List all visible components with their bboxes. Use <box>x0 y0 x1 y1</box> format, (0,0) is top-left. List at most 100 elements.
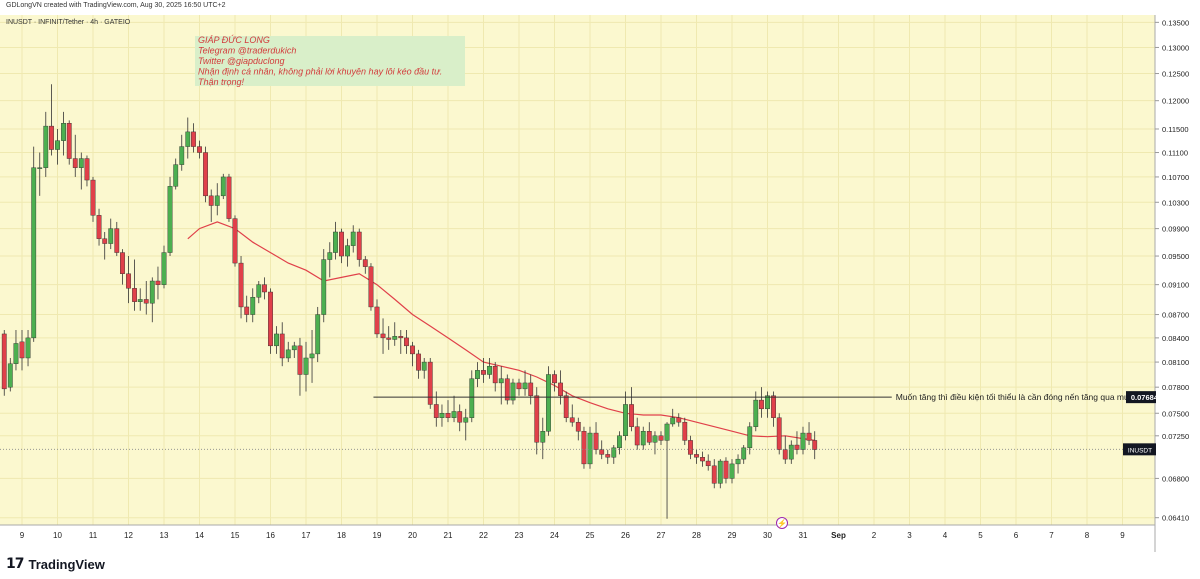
time-tick-label: 3 <box>907 531 912 540</box>
candle-body <box>339 231 344 257</box>
flash-icon[interactable]: ⚡ <box>776 517 788 529</box>
candle-body <box>552 374 557 384</box>
footer: 17 TradingView <box>0 552 1200 579</box>
price-tick-label: 0.12500 <box>1162 70 1189 79</box>
candle-body <box>463 417 469 423</box>
chart-area[interactable]: INUSDT · INFINIT/Tether · 4h · GATEIO GI… <box>0 15 1200 552</box>
candle-body <box>13 343 19 364</box>
bullish-candle <box>753 391 759 432</box>
bullish-candle <box>250 288 256 323</box>
candle-body <box>1 333 7 390</box>
bullish-candle <box>522 370 528 396</box>
bearish-candle <box>782 435 788 464</box>
time-tick-label: 15 <box>231 531 240 540</box>
candle-body <box>31 167 37 339</box>
bearish-candle <box>563 391 569 423</box>
bearish-candle <box>516 378 522 396</box>
candle-body <box>78 158 84 168</box>
bearish-candle <box>599 440 605 460</box>
bullish-candle <box>475 362 480 388</box>
bullish-candle <box>469 370 475 423</box>
time-tick-label: 10 <box>53 531 62 540</box>
candle-body <box>208 195 214 206</box>
bearish-candle <box>102 231 108 260</box>
candle-body <box>321 259 327 315</box>
candle-body <box>421 361 427 371</box>
candle-body <box>126 273 131 289</box>
price-tick-label: 0.09900 <box>1162 225 1189 234</box>
bullish-candle <box>611 445 617 464</box>
candle-body <box>688 440 693 455</box>
bullish-candle <box>421 357 427 379</box>
candle-body <box>309 353 315 359</box>
bearish-candle <box>694 449 699 464</box>
time-tick-label: 31 <box>799 531 808 540</box>
bullish-candle <box>717 459 723 489</box>
symbol-tag: INUSDT <box>1128 447 1152 454</box>
bearish-candle <box>191 123 196 153</box>
chart-author-caption: GDLongVN created with TradingView.com, A… <box>6 2 226 9</box>
time-tick-label: 23 <box>515 531 524 540</box>
bullish-candle <box>321 249 327 323</box>
price-axis[interactable]: 0.13500 0.13000 0.12500 0.12000 0.11500 0.111… <box>1155 15 1200 552</box>
tradingview-logo-text: TradingView <box>28 556 105 572</box>
candle-body <box>185 131 191 147</box>
candles-layer <box>1 84 818 519</box>
candle-body <box>143 299 149 304</box>
time-tick-label: 24 <box>550 531 559 540</box>
bearish-candle <box>297 337 303 396</box>
tradingview-logo[interactable]: 17 TradingView <box>6 556 105 572</box>
candle-body <box>475 370 480 379</box>
candle-body <box>179 146 185 165</box>
candle-body <box>161 252 167 285</box>
bullish-candle <box>747 422 753 455</box>
candle-body <box>558 382 563 396</box>
resistance-price-label: 0.07684 <box>1131 393 1159 402</box>
symbol-legend[interactable]: INUSDT · INFINIT/Tether · 4h · GATEIO <box>6 19 131 26</box>
bullish-candle <box>108 218 114 250</box>
bearish-candle <box>120 249 125 285</box>
bullish-candle <box>587 426 593 469</box>
bearish-candle <box>279 322 285 367</box>
bullish-candle <box>546 366 551 436</box>
bullish-candle <box>487 357 492 379</box>
candle-body <box>510 382 516 401</box>
candle-body <box>498 378 504 384</box>
bearish-candle <box>552 370 557 392</box>
candle-body <box>380 333 386 339</box>
bullish-candle <box>161 245 167 289</box>
candle-body <box>788 444 794 460</box>
candle-body <box>747 426 753 449</box>
candle-body <box>214 195 220 206</box>
time-tick-label: 26 <box>621 531 630 540</box>
note-box[interactable]: GIÁP ĐỨC LONG Telegram @traderdukich Twitt… <box>195 35 465 87</box>
candle-body <box>256 284 262 298</box>
candlestick-chart[interactable]: INUSDT · INFINIT/Tether · 4h · GATEIO GI… <box>0 15 1200 552</box>
candle-body <box>49 125 54 150</box>
resistance-annotation: Muốn tăng thì điều kiện tối thiểu là cần… <box>896 392 1152 402</box>
candle-body <box>374 306 380 335</box>
bearish-candle <box>374 299 380 338</box>
note-box-line: Telegram @traderdukich <box>198 46 296 56</box>
candle-body <box>25 337 31 359</box>
bearish-candle <box>268 288 273 354</box>
bearish-candle <box>646 422 652 446</box>
price-tick-label: 0.06800 <box>1162 474 1189 483</box>
candle-body <box>492 365 498 384</box>
candle-body <box>759 399 764 410</box>
bullish-candle <box>640 426 646 450</box>
bearish-candle <box>658 431 664 446</box>
candle-body <box>457 411 463 423</box>
candle-body <box>741 447 747 460</box>
candle-body <box>522 382 528 390</box>
candle-body <box>640 431 646 446</box>
candle-body <box>386 337 392 340</box>
bearish-candle <box>575 417 581 441</box>
bullish-candle <box>327 242 333 278</box>
time-tick-label: 18 <box>337 531 346 540</box>
time-axis[interactable]: 9 10 11 12 13 14 15 16 17 18 19 20 21 22 23 24 25 26 27 28 2… <box>20 531 1126 540</box>
time-tick-label: 4 <box>943 531 948 540</box>
price-tick-label: 0.07500 <box>1162 409 1189 418</box>
bullish-candle <box>185 117 191 159</box>
resistance-layer[interactable]: Muốn tăng thì điều kiện tối thiểu là cần… <box>373 391 1160 404</box>
